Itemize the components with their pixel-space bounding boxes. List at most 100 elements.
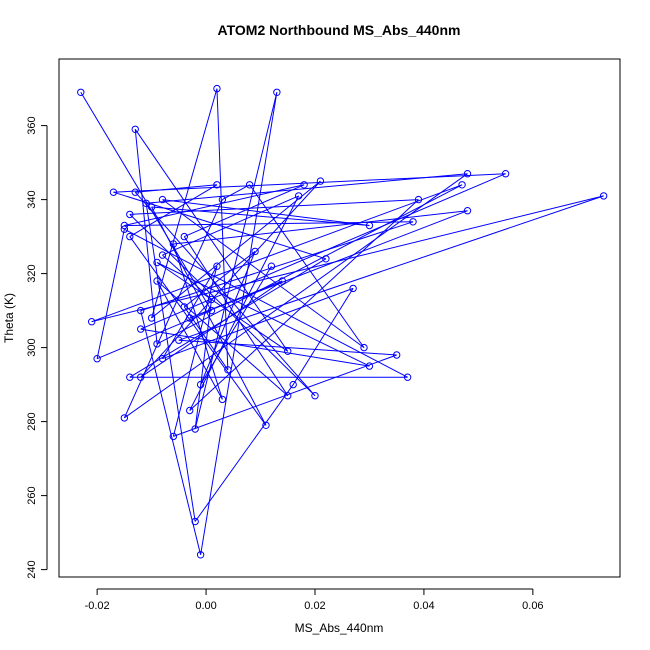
series-line-segment bbox=[200, 251, 256, 385]
data-point bbox=[409, 218, 417, 226]
data-point bbox=[120, 414, 129, 422]
data-point bbox=[251, 247, 259, 256]
x-tick-label: 0.04 bbox=[413, 600, 434, 612]
data-point bbox=[158, 195, 167, 204]
data-point bbox=[360, 343, 368, 352]
data-point bbox=[284, 347, 292, 355]
series-line-segment bbox=[124, 184, 305, 226]
data-point bbox=[392, 351, 401, 359]
data-point bbox=[180, 303, 188, 311]
series-line-segment bbox=[172, 243, 223, 400]
data-point bbox=[87, 318, 96, 326]
data-point bbox=[191, 517, 199, 526]
data-point bbox=[147, 203, 156, 211]
series-line-segment bbox=[156, 280, 223, 400]
series-line-segment bbox=[145, 203, 196, 522]
chart-title: ATOM2 Northbound MS_Abs_440nm bbox=[218, 22, 461, 38]
series-line-segment bbox=[124, 173, 468, 419]
plot-frame bbox=[58, 58, 621, 578]
data-point bbox=[294, 192, 303, 200]
series-line-segment bbox=[200, 92, 278, 555]
data-point bbox=[131, 125, 139, 134]
data-point bbox=[93, 355, 101, 363]
x-axis: -0.02 0.00 0.02 0.04 0.06 bbox=[85, 588, 544, 612]
data-point bbox=[136, 373, 145, 381]
data-point bbox=[322, 255, 330, 263]
series-line-segment bbox=[189, 210, 468, 319]
data-point bbox=[365, 221, 374, 230]
y-tick-label: 300 bbox=[26, 338, 38, 356]
series-line-segment bbox=[129, 236, 267, 426]
series-line-segment bbox=[183, 251, 256, 308]
data-point bbox=[180, 232, 188, 241]
data-point bbox=[463, 170, 472, 178]
y-tick-label: 260 bbox=[26, 486, 38, 504]
x-tick-label: 0.02 bbox=[304, 600, 325, 612]
series-line-segment bbox=[194, 92, 278, 430]
data-point bbox=[153, 258, 161, 267]
data-point bbox=[126, 232, 134, 241]
data-point bbox=[224, 366, 232, 374]
data-point bbox=[463, 207, 472, 215]
data-point bbox=[120, 225, 129, 233]
data-point bbox=[186, 314, 194, 322]
series-lines bbox=[80, 88, 604, 555]
data-point bbox=[196, 551, 205, 559]
series-line-segment bbox=[151, 180, 321, 319]
series-line-segment bbox=[162, 287, 354, 360]
x-tick-label: 0.00 bbox=[195, 600, 216, 612]
series-line-segment bbox=[140, 310, 202, 555]
data-point bbox=[186, 406, 194, 415]
data-point bbox=[218, 395, 227, 404]
series-line-segment bbox=[249, 184, 365, 348]
data-point bbox=[153, 340, 161, 348]
data-point bbox=[300, 181, 308, 189]
data-point bbox=[414, 195, 423, 204]
series-line-segment bbox=[200, 265, 272, 385]
data-point bbox=[131, 188, 139, 196]
y-axis: 240 260 280 300 320 340 360 bbox=[26, 116, 48, 579]
series-line-segment bbox=[146, 173, 468, 204]
series-line-segment bbox=[184, 184, 305, 238]
data-point bbox=[191, 425, 199, 433]
data-point bbox=[289, 380, 297, 389]
series-line-segment bbox=[162, 199, 370, 226]
data-point bbox=[136, 306, 145, 315]
data-point bbox=[501, 170, 510, 178]
series-line-segment bbox=[156, 184, 463, 345]
y-tick-label: 240 bbox=[26, 560, 38, 578]
data-point bbox=[136, 325, 145, 333]
y-tick-label: 320 bbox=[26, 264, 38, 282]
y-axis-label: Theta (K) bbox=[2, 293, 16, 343]
data-point bbox=[213, 181, 221, 189]
data-point bbox=[120, 221, 129, 230]
data-point bbox=[142, 199, 150, 208]
series-line-segment bbox=[151, 88, 218, 319]
series-line-segment bbox=[140, 221, 414, 312]
data-point bbox=[158, 251, 167, 259]
y-tick-label: 340 bbox=[26, 190, 38, 208]
data-point bbox=[284, 392, 292, 400]
data-point bbox=[147, 314, 156, 322]
data-point bbox=[273, 88, 281, 97]
data-point bbox=[262, 421, 270, 429]
data-point bbox=[245, 181, 254, 189]
series-points bbox=[77, 84, 608, 559]
data-point bbox=[316, 177, 325, 185]
series-line-segment bbox=[183, 236, 289, 396]
data-point bbox=[213, 262, 221, 270]
series-line-segment bbox=[162, 195, 299, 256]
series-line-segment bbox=[91, 184, 463, 323]
data-point bbox=[207, 295, 216, 304]
data-point bbox=[175, 336, 183, 344]
series-line-segment bbox=[156, 280, 289, 397]
series-line-segment bbox=[172, 266, 218, 437]
series-line-segment bbox=[194, 384, 294, 522]
series-line-segment bbox=[189, 280, 283, 319]
data-point bbox=[278, 277, 287, 285]
data-point bbox=[267, 262, 276, 270]
data-point bbox=[207, 306, 216, 315]
series-line-segment bbox=[222, 184, 250, 201]
